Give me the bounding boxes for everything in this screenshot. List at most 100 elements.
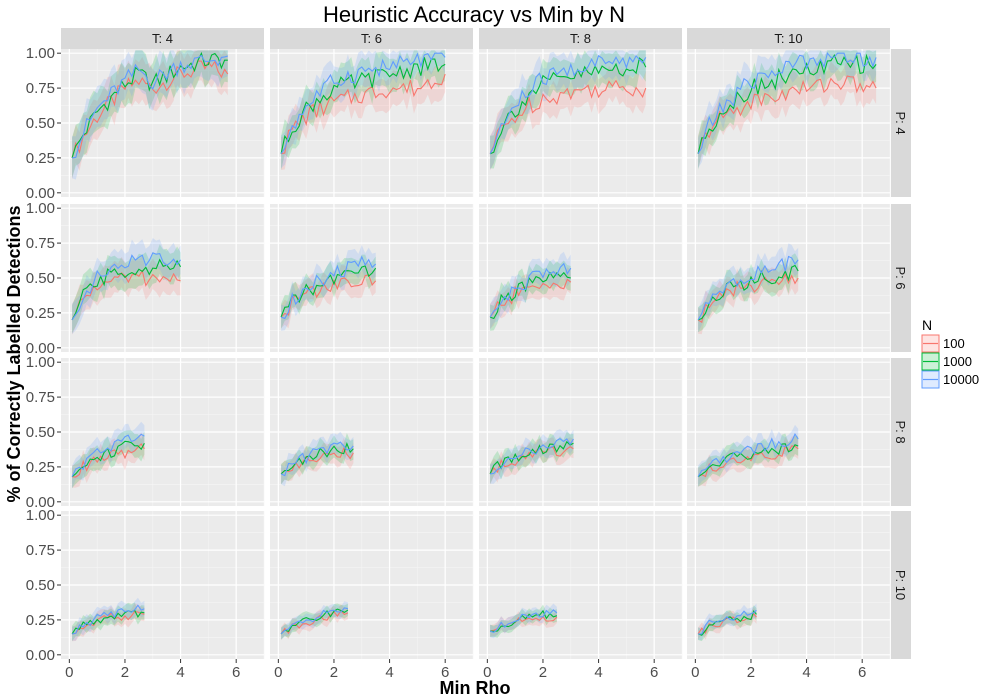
facet-panel xyxy=(61,511,265,659)
column-strip-label: T: 10 xyxy=(774,31,802,46)
legend: N 100 1000 10000 xyxy=(921,317,979,389)
series-line-10000 xyxy=(72,54,228,159)
row-strip xyxy=(891,204,911,352)
y-tick-label: 0.00 xyxy=(26,647,55,664)
series-line-100 xyxy=(697,75,877,154)
series-ribbon-100 xyxy=(490,64,646,171)
series-ribbon-10000 xyxy=(281,50,446,169)
x-tick-label: 6 xyxy=(650,664,658,681)
y-tick-label: 0.50 xyxy=(26,115,55,132)
facet-panel xyxy=(61,358,265,506)
series-ribbon-10000 xyxy=(698,603,757,641)
x-tick-label: 2 xyxy=(121,664,129,681)
facet-panel xyxy=(270,49,474,197)
series-ribbon-100 xyxy=(490,267,571,329)
y-axis-title: % of Correctly Labelled Detections xyxy=(4,205,24,502)
y-tick-label: 0.75 xyxy=(26,80,55,97)
series-ribbon-100 xyxy=(72,432,145,488)
series-ribbon-1000 xyxy=(490,431,574,484)
series-line-10000 xyxy=(489,262,572,318)
series-ribbon-10000 xyxy=(698,424,799,487)
facet-panel xyxy=(479,511,683,659)
series-line-1000 xyxy=(697,53,877,154)
x-tick-label: 0 xyxy=(691,664,699,681)
row-strip xyxy=(891,358,911,506)
y-tick-label: 0.50 xyxy=(26,577,55,594)
x-tick-label: 4 xyxy=(594,664,602,681)
y-tick-label: 1.00 xyxy=(26,45,55,62)
series-line-10000 xyxy=(280,607,349,635)
x-tick-label: 4 xyxy=(176,664,184,681)
series-line-1000 xyxy=(280,441,354,475)
y-tick-label: 0.50 xyxy=(26,270,55,287)
column-strip-label: T: 6 xyxy=(361,31,382,46)
y-tick-label: 1.00 xyxy=(26,507,55,524)
legend-title: N xyxy=(922,317,932,333)
facet-panel xyxy=(270,358,474,506)
x-tick-label: 4 xyxy=(802,664,810,681)
y-tick-label: 0.25 xyxy=(26,305,55,322)
series-line-100 xyxy=(489,278,572,318)
series-line-1000 xyxy=(697,264,799,321)
series-line-10000 xyxy=(71,433,145,477)
series-line-1000 xyxy=(490,609,558,632)
series-line-1000 xyxy=(71,51,228,159)
facet-panel xyxy=(479,358,683,506)
series-line-10000 xyxy=(490,438,574,475)
series-ribbon-10000 xyxy=(698,50,877,169)
series-line-100 xyxy=(71,611,145,635)
series-line-10000 xyxy=(489,54,647,154)
series-ribbon-100 xyxy=(490,437,574,485)
series-ribbon-1000 xyxy=(698,253,799,333)
facet-panel xyxy=(270,511,474,659)
series-line-10000 xyxy=(72,604,145,635)
column-strip xyxy=(61,28,264,49)
column-strip xyxy=(479,28,682,49)
series-line-10000 xyxy=(697,255,799,321)
y-tick-label: 1.00 xyxy=(26,354,55,371)
series-line-1000 xyxy=(71,258,182,321)
facet-panel xyxy=(687,49,891,197)
row-strip-label: P: 10 xyxy=(893,570,908,600)
x-axis-title: Min Rho xyxy=(440,678,511,698)
series-line-10000 xyxy=(71,252,182,321)
column-strip xyxy=(270,28,473,49)
series-line-100 xyxy=(489,79,647,154)
series-line-10000 xyxy=(280,255,377,320)
y-tick-label: 0.75 xyxy=(26,389,55,406)
series-ribbon-1000 xyxy=(72,50,228,178)
series-line-1000 xyxy=(71,440,145,478)
series-line-1000 xyxy=(489,57,647,155)
chart-title: Heuristic Accuracy vs Min by N xyxy=(323,2,625,27)
facet-panel xyxy=(479,204,683,352)
row-strip xyxy=(891,49,911,197)
series-line-100 xyxy=(489,446,574,475)
series-ribbon-100 xyxy=(698,58,877,169)
series-ribbon-1000 xyxy=(72,244,181,334)
y-tick-label: 0.00 xyxy=(26,340,55,357)
series-ribbon-10000 xyxy=(72,421,145,489)
x-tick-label: 2 xyxy=(747,664,755,681)
y-tick-label: 0.75 xyxy=(26,235,55,252)
legend-label: 1000 xyxy=(943,354,972,369)
series-ribbon-100 xyxy=(698,436,799,487)
series-ribbon-1000 xyxy=(281,50,446,171)
series-line-1000 xyxy=(697,610,757,636)
series-line-10000 xyxy=(280,441,354,477)
series-line-1000 xyxy=(489,440,574,475)
facet-panel xyxy=(270,204,474,352)
series-ribbon-100 xyxy=(72,50,228,180)
series-line-100 xyxy=(71,269,181,321)
series-ribbon-100 xyxy=(72,603,145,642)
y-tick-label: 0.00 xyxy=(26,185,55,202)
x-tick-label: 4 xyxy=(385,664,393,681)
column-strip xyxy=(687,28,890,49)
series-ribbon-1000 xyxy=(281,254,376,329)
x-tick-label: 0 xyxy=(65,664,73,681)
series-ribbon-100 xyxy=(281,262,376,329)
series-line-10000 xyxy=(280,52,446,155)
series-ribbon-1000 xyxy=(490,50,646,169)
x-tick-label: 6 xyxy=(858,664,866,681)
legend-label: 10000 xyxy=(943,372,979,387)
